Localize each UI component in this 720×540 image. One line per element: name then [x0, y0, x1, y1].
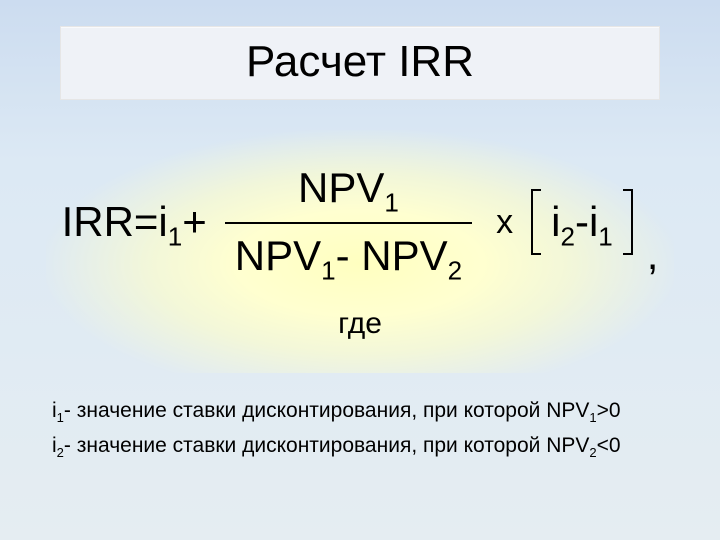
num-pre: NPV: [298, 164, 384, 211]
den-minus: -: [336, 232, 362, 279]
num-sub: 1: [384, 187, 398, 217]
l1-mid: - значение ставки дисконтирования, при к…: [64, 399, 589, 422]
diff-b-sub: 1: [598, 222, 612, 252]
bracket-content: i2-i1: [547, 198, 617, 246]
l1-sub: 1: [57, 410, 64, 425]
lhs-sub: 1: [168, 222, 182, 252]
diff-a-sub: 2: [560, 222, 574, 252]
l2-sub: 2: [57, 445, 64, 460]
l2-npvsub: 2: [589, 445, 596, 460]
den-b-sub: 2: [448, 256, 462, 286]
formula-area: IRR=i1+ NPV1 NPV1- NPV2 х i2-i1 , где: [46, 130, 674, 373]
l2-mid: - значение ставки дисконтирования, при к…: [64, 434, 589, 457]
legend-line-2: i2- значение ставки дисконтирования, при…: [52, 430, 668, 462]
formula-fraction: NPV1 NPV1- NPV2: [225, 160, 472, 285]
lhs-post: +: [182, 198, 207, 245]
diff-b-pre: i: [589, 198, 598, 245]
l2-post: <0: [597, 434, 621, 457]
multiply-sign: х: [496, 203, 513, 242]
den-a-sub: 1: [321, 256, 335, 286]
bracket-group: i2-i1: [531, 185, 633, 259]
slide-title: Расчет IRR: [60, 26, 660, 100]
formula-comma: ,: [647, 231, 659, 279]
legend: i1- значение ставки дисконтирования, при…: [52, 395, 668, 462]
where-label: где: [66, 307, 654, 341]
lhs-pre: IRR=i: [62, 198, 168, 245]
diff-minus: -: [575, 198, 589, 245]
bracket-left: [531, 185, 541, 259]
legend-line-1: i1- значение ставки дисконтирования, при…: [52, 395, 668, 427]
fraction-bar: [225, 222, 472, 224]
irr-formula: IRR=i1+ NPV1 NPV1- NPV2 х i2-i1 ,: [66, 160, 654, 285]
l1-post: >0: [597, 399, 621, 422]
den-b-pre: NPV: [361, 232, 447, 279]
bracket-right: [623, 185, 633, 259]
l1-npvsub: 1: [589, 410, 596, 425]
formula-lhs: IRR=i1+: [62, 198, 207, 246]
fraction-numerator: NPV1: [288, 160, 409, 216]
den-a-pre: NPV: [235, 232, 321, 279]
fraction-denominator: NPV1- NPV2: [225, 228, 472, 284]
